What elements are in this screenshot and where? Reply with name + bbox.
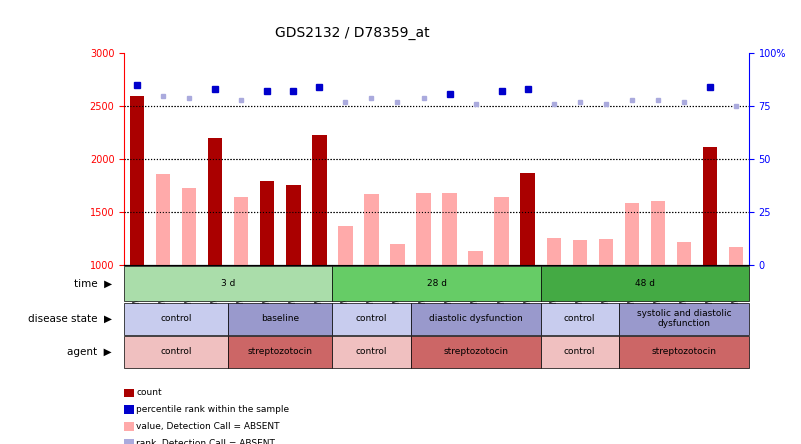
Bar — [494, 197, 509, 266]
Bar — [417, 193, 431, 266]
Text: rank, Detection Call = ABSENT: rank, Detection Call = ABSENT — [136, 439, 275, 444]
Text: streptozotocin: streptozotocin — [443, 347, 508, 357]
Bar — [541, 336, 619, 368]
Bar — [469, 250, 483, 266]
Bar — [130, 96, 144, 266]
Text: systolic and diastolic
dysfunction: systolic and diastolic dysfunction — [637, 309, 731, 328]
Text: control: control — [160, 347, 192, 357]
Bar — [442, 193, 457, 266]
Bar — [702, 147, 717, 266]
Text: 48 d: 48 d — [635, 279, 654, 288]
Text: 28 d: 28 d — [427, 279, 446, 288]
Bar — [124, 336, 228, 368]
Bar — [156, 174, 171, 266]
Bar — [234, 197, 248, 266]
Text: agent  ▶: agent ▶ — [67, 347, 111, 357]
Bar — [619, 336, 749, 368]
Bar — [312, 135, 327, 266]
Bar — [260, 181, 275, 266]
Text: value, Detection Call = ABSENT: value, Detection Call = ABSENT — [136, 422, 280, 431]
Bar — [411, 302, 541, 334]
Text: GDS2132 / D78359_at: GDS2132 / D78359_at — [275, 26, 430, 40]
Text: control: control — [356, 314, 387, 323]
Bar — [228, 302, 332, 334]
Bar — [332, 302, 411, 334]
Bar — [573, 240, 587, 266]
Bar — [625, 203, 639, 266]
Text: control: control — [356, 347, 387, 357]
Bar — [619, 302, 749, 334]
Bar — [332, 266, 541, 301]
Text: baseline: baseline — [261, 314, 300, 323]
Bar — [124, 302, 228, 334]
Bar — [228, 336, 332, 368]
Bar — [364, 194, 379, 266]
Bar — [541, 302, 619, 334]
Bar — [541, 266, 749, 301]
Bar — [286, 185, 300, 266]
Text: streptozotocin: streptozotocin — [651, 347, 716, 357]
Bar — [411, 336, 541, 368]
Bar — [332, 336, 411, 368]
Bar — [598, 239, 613, 266]
Text: time  ▶: time ▶ — [74, 279, 111, 289]
Text: control: control — [160, 314, 192, 323]
Bar — [338, 226, 352, 266]
Text: control: control — [564, 347, 595, 357]
Bar — [729, 247, 743, 266]
Bar — [677, 242, 691, 266]
Bar — [182, 188, 196, 266]
Text: disease state  ▶: disease state ▶ — [28, 313, 111, 324]
Text: percentile rank within the sample: percentile rank within the sample — [136, 405, 289, 414]
Bar — [546, 238, 561, 266]
Bar — [521, 173, 535, 266]
Text: count: count — [136, 388, 162, 397]
Text: control: control — [564, 314, 595, 323]
Text: diastolic dysfunction: diastolic dysfunction — [429, 314, 522, 323]
Bar — [124, 266, 332, 301]
Bar — [390, 244, 405, 266]
Text: streptozotocin: streptozotocin — [248, 347, 313, 357]
Bar — [208, 138, 223, 266]
Text: 3 d: 3 d — [221, 279, 235, 288]
Bar — [650, 201, 665, 266]
